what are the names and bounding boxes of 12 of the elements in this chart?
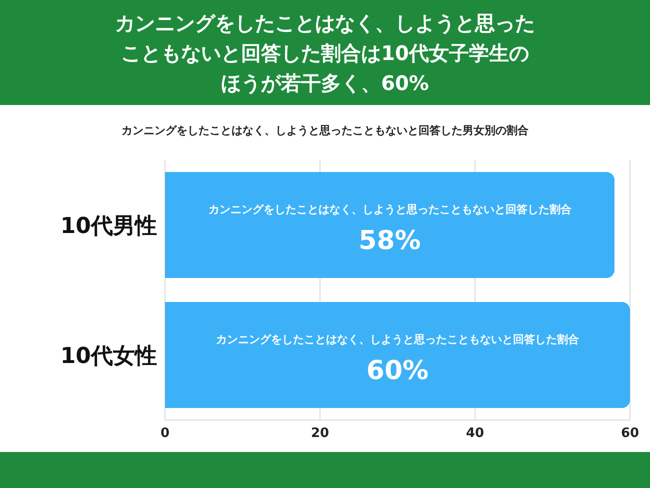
chart-title: カンニングをしたことはなく、しようと思ったこともないと回答した割合は10代女子学生のほうが若干多く、60% (115, 10, 535, 96)
chart-subtitle: カンニングをしたことはなく、しようと思ったこともないと回答した男女別の割合 (120, 123, 530, 138)
x-tick-label: 0 (160, 426, 170, 442)
x-tick-label: 20 (310, 426, 330, 442)
y-tick-label: 10代男性 (60, 214, 157, 239)
series-label: カンニングをしたことはなく、しようと思ったこともないと回答した割合 (208, 203, 572, 216)
text: カンニングをしたことはなく、しようと思ったこともないと回答した割合 (216, 333, 579, 346)
y-tick-label: 10代女性 (60, 344, 157, 369)
data-label: 58% (358, 226, 421, 256)
x-tick-label: 40 (466, 426, 484, 442)
data-label: 60% (366, 356, 429, 386)
x-tick-label: 60 (620, 426, 640, 442)
